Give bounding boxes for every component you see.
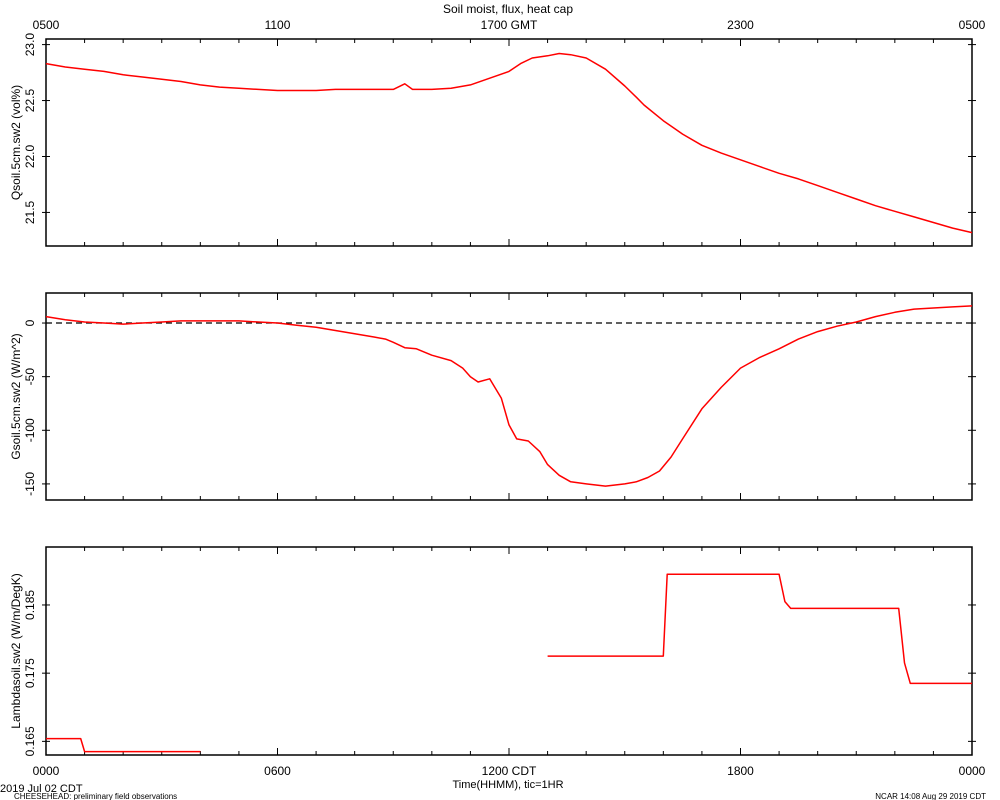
- panel-frame: [45, 546, 973, 756]
- date-label: 2019 Jul 02 CDT: [0, 783, 83, 795]
- y-tick-label: 22.5: [23, 89, 37, 113]
- top-tick-label: 2300: [727, 18, 754, 32]
- y-tick-label: -150: [23, 472, 37, 496]
- y-tick-label: 0.185: [23, 590, 37, 620]
- y-tick-label: 0: [23, 319, 37, 326]
- y-tick-label: 21.5: [23, 200, 37, 224]
- y-tick-label: 22.0: [23, 144, 37, 168]
- bottom-tick-label: 1200 CDT: [482, 764, 537, 778]
- y-tick-label: 0.175: [23, 658, 37, 688]
- y-tick-label: 0.165: [23, 726, 37, 756]
- y-tick-label: -100: [23, 418, 37, 442]
- top-tick-label: 0500: [33, 18, 60, 32]
- series-line-1: [46, 737, 201, 753]
- bottom-time-axis: 0000 0600 1200 CDT 1800 0000: [33, 764, 986, 778]
- panel-1: 21.5 22.0 22.5 23.0 Qsoil.5cm.sw2 (vol%): [9, 33, 976, 247]
- y-axis-label: Lambdasoil.sw2 (W/m/DegK): [9, 573, 23, 728]
- x-axis-label: Time(HHMM), tic=1HR: [452, 779, 563, 791]
- timestamp-label: NCAR 14:08 Aug 29 2019 CDT: [875, 792, 986, 800]
- project-label: CHEESEHEAD: preliminary field observatio…: [14, 792, 177, 800]
- bottom-tick-label: 0000: [959, 764, 986, 778]
- top-tick-label: 0500: [959, 18, 986, 32]
- panel-frame: [45, 292, 973, 501]
- y-axis-label: Gsoil.5cm.sw2 (W/m^2): [9, 333, 23, 459]
- top-tick-label: 1700 GMT: [481, 18, 538, 32]
- y-tick-label: -50: [23, 368, 37, 386]
- top-tick-label: 1100: [265, 18, 291, 32]
- series-line-2: [547, 573, 972, 685]
- series-line-1: [45, 305, 973, 487]
- bottom-tick-label: 0600: [264, 764, 291, 778]
- y-tick-label: 23.0: [23, 33, 37, 57]
- chart-title: Soil moist, flux, heat cap: [443, 2, 573, 16]
- panel-frame: [45, 38, 973, 247]
- series-line-1: [45, 52, 973, 234]
- bottom-tick-label: 1800: [727, 764, 754, 778]
- bottom-tick-label: 0000: [33, 764, 60, 778]
- top-time-axis: 0500 1100 1700 GMT 2300 0500: [33, 18, 986, 32]
- y-axis-label: Qsoil.5cm.sw2 (vol%): [9, 85, 23, 200]
